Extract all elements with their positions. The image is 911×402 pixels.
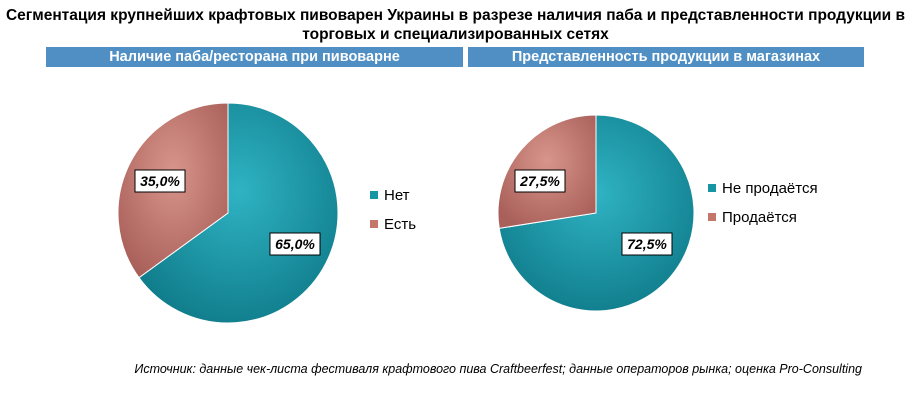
chart-title: Сегментация крупнейших крафтовых пивовар… — [5, 7, 906, 43]
data-label-box — [514, 169, 566, 193]
pie-1-header: Наличие паба/ресторана при пивоварне — [46, 47, 463, 67]
pie-1-legend-label-2: Есть — [384, 216, 416, 233]
pie-2-legend-label-2: Продаётся — [722, 209, 797, 226]
pie-1-data-label-1: 65,0% — [269, 232, 321, 256]
data-label-box — [269, 232, 321, 256]
data-label-text: 65,0% — [275, 236, 315, 252]
pie-2-header: Представленность продукции в магазинах — [468, 47, 864, 67]
pie-1-legend-swatch-1 — [370, 191, 378, 199]
pie-2-data-label-1: 72,5% — [621, 232, 673, 256]
data-label-text: 35,0% — [140, 173, 180, 189]
data-label-text: 27,5% — [519, 173, 560, 189]
pie-2-legend-label-1: Не продаётся — [722, 180, 818, 197]
pie-1-legend-swatch-2 — [370, 220, 378, 228]
pie-2-legend-swatch-1 — [708, 184, 716, 192]
pie-1-legend-label-1: Нет — [384, 187, 410, 204]
source-note: Источник: данные чек-листа фестиваля кра… — [134, 362, 862, 376]
pie-2-legend-swatch-2 — [708, 213, 716, 221]
data-label-box — [134, 169, 186, 193]
pie-1-data-label-2: 35,0% — [134, 169, 186, 193]
data-label-box — [621, 232, 673, 256]
pie-2-data-label-2: 27,5% — [514, 169, 566, 193]
data-label-text: 72,5% — [627, 236, 667, 252]
pie-1-slice-1 — [138, 102, 339, 324]
pie-2-slice-1 — [498, 114, 695, 312]
